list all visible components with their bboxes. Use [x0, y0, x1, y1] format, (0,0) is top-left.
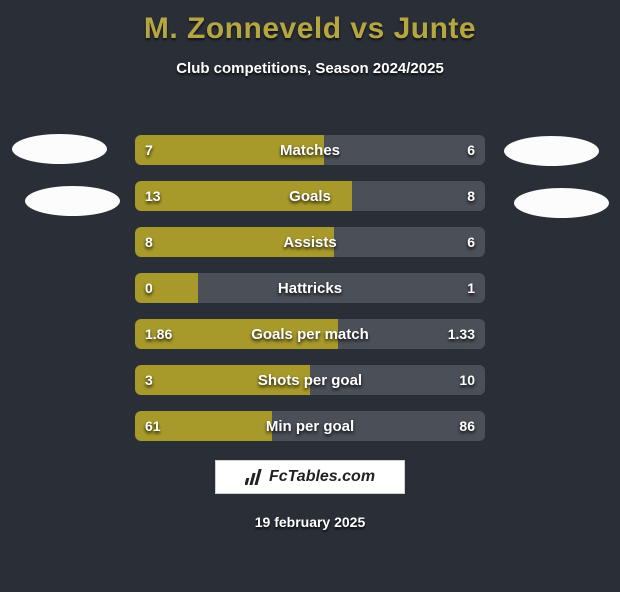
bar-fill-right: [334, 227, 485, 257]
stat-value-left: 13: [145, 181, 161, 211]
decorative-ellipse: [25, 186, 120, 216]
stat-value-right: 86: [459, 411, 475, 441]
stat-row: 310Shots per goal: [135, 365, 485, 395]
logo-text: FcTables.com: [269, 468, 375, 486]
subtitle: Club competitions, Season 2024/2025: [0, 60, 620, 77]
stat-value-right: 6: [467, 135, 475, 165]
stat-value-right: 10: [459, 365, 475, 395]
fctables-logo: FcTables.com: [215, 460, 405, 494]
page-title: M. Zonneveld vs Junte: [0, 12, 620, 46]
comparison-bars: 76Matches138Goals86Assists01Hattricks1.8…: [135, 135, 485, 457]
stat-value-left: 8: [145, 227, 153, 257]
bar-fill-left: [135, 227, 334, 257]
bar-fill-right: [352, 181, 485, 211]
bar-fill-left: [135, 181, 352, 211]
stat-value-right: 1.33: [448, 319, 475, 349]
bar-fill-left: [135, 365, 310, 395]
decorative-ellipse: [504, 136, 599, 166]
stat-value-left: 7: [145, 135, 153, 165]
bar-chart-icon: [245, 468, 265, 486]
stat-value-right: 1: [467, 273, 475, 303]
bar-fill-right: [324, 135, 485, 165]
stat-value-right: 8: [467, 181, 475, 211]
stat-row: 86Assists: [135, 227, 485, 257]
stat-row: 6186Min per goal: [135, 411, 485, 441]
decorative-ellipse: [514, 188, 609, 218]
stat-value-right: 6: [467, 227, 475, 257]
footer-date: 19 february 2025: [0, 514, 620, 530]
bar-fill-left: [135, 135, 324, 165]
stat-value-left: 0: [145, 273, 153, 303]
stat-value-left: 3: [145, 365, 153, 395]
decorative-ellipse: [12, 134, 107, 164]
stat-row: 1.861.33Goals per match: [135, 319, 485, 349]
bar-fill-right: [272, 411, 485, 441]
stat-row: 76Matches: [135, 135, 485, 165]
stat-value-left: 1.86: [145, 319, 172, 349]
stat-row: 01Hattricks: [135, 273, 485, 303]
stat-value-left: 61: [145, 411, 161, 441]
stat-row: 138Goals: [135, 181, 485, 211]
bar-fill-right: [198, 273, 485, 303]
